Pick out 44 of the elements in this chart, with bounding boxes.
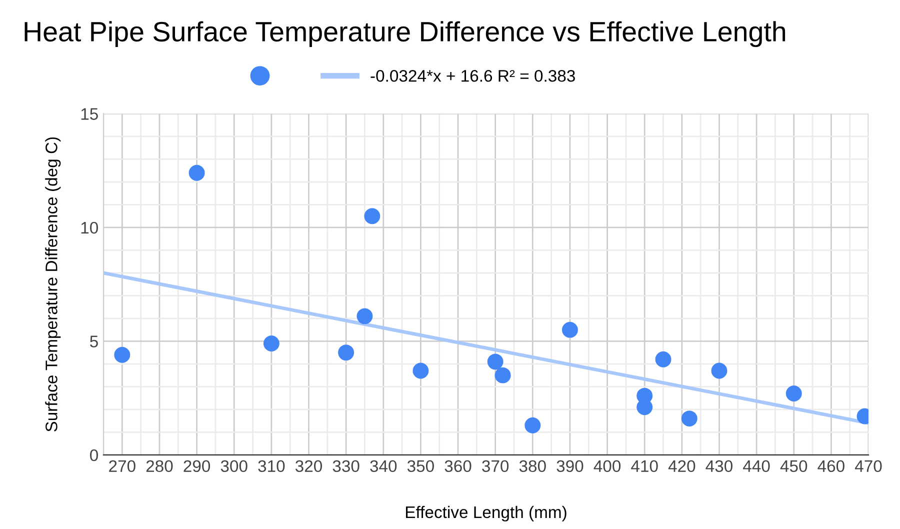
- x-tick-label: 320: [295, 460, 322, 472]
- y-tick-label: 10: [81, 222, 98, 234]
- x-tick-label: 390: [556, 460, 584, 472]
- x-tick-label: 360: [444, 460, 472, 472]
- point: [263, 336, 280, 352]
- y-axis-title: Surface Temperature Difference (deg C): [45, 137, 61, 432]
- x-tick-label: 270: [109, 460, 136, 472]
- x-tick-label: 430: [706, 460, 732, 472]
- legend-label: -0.0324*x + 16.6 R² = 0.383: [370, 70, 575, 82]
- x-axis-title: Effective Length (mm): [406, 506, 566, 522]
- x-tick-label: 460: [818, 460, 844, 472]
- point: [412, 362, 429, 379]
- point: [655, 351, 672, 368]
- point: [356, 308, 373, 324]
- point: [786, 386, 802, 402]
- point: [364, 208, 380, 224]
- x-tick-label: 400: [594, 460, 621, 472]
- x-tick-label: 350: [407, 460, 434, 472]
- x-tick-label: 450: [780, 460, 808, 472]
- x-tick-label: 470: [854, 460, 882, 472]
- point: [711, 362, 728, 379]
- point: [681, 410, 698, 427]
- x-tick-label: 290: [184, 460, 210, 472]
- x-tick-label: 420: [668, 460, 696, 472]
- x-tick-label: 330: [332, 460, 360, 472]
- x-tick-label: 380: [519, 460, 546, 472]
- point: [487, 354, 504, 370]
- y-tick-label: 0: [90, 449, 98, 462]
- point: [524, 417, 541, 434]
- y-tick-label: 5: [90, 336, 98, 348]
- chart-title: Heat Pipe Surface Temperature Difference vs Effective Length: [24, 21, 786, 48]
- y-tick-label: 15: [81, 108, 98, 120]
- point: [114, 346, 130, 363]
- x-tick-label: 410: [631, 460, 658, 472]
- x-tick-label: 440: [743, 460, 770, 472]
- point: [562, 322, 578, 338]
- x-tick-label: 280: [146, 460, 173, 472]
- point: [188, 164, 205, 181]
- x-tick-label: 370: [482, 460, 509, 472]
- x-tick-label: 300: [220, 460, 248, 472]
- x-tick-label: 340: [370, 460, 397, 472]
- point: [338, 344, 354, 361]
- point: [494, 367, 511, 384]
- x-tick-label: 310: [258, 460, 285, 472]
